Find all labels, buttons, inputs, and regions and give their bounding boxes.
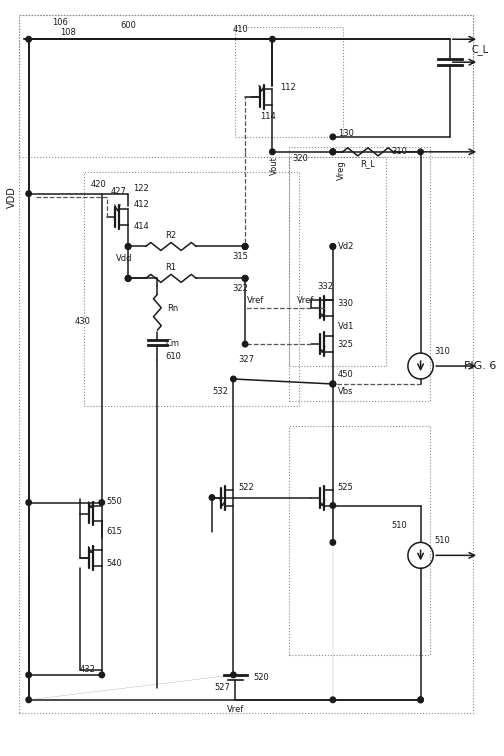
- Text: 325: 325: [338, 339, 354, 349]
- Circle shape: [26, 500, 31, 505]
- Circle shape: [418, 697, 423, 702]
- Circle shape: [231, 672, 236, 677]
- Text: Vref: Vref: [297, 296, 314, 305]
- Text: 510: 510: [391, 521, 407, 530]
- Text: Vd2: Vd2: [338, 242, 354, 251]
- Bar: [289, 156, 387, 366]
- Bar: [19, 15, 473, 156]
- Circle shape: [330, 243, 336, 249]
- Circle shape: [26, 697, 31, 702]
- Text: C_L: C_L: [471, 44, 488, 54]
- Text: 122: 122: [133, 184, 149, 194]
- Text: Vd1: Vd1: [338, 322, 354, 330]
- Bar: [235, 27, 343, 137]
- Circle shape: [242, 342, 248, 347]
- Circle shape: [270, 149, 275, 155]
- Text: 332: 332: [317, 282, 333, 291]
- Circle shape: [330, 381, 336, 387]
- Circle shape: [270, 36, 275, 42]
- Text: Vout: Vout: [270, 156, 279, 175]
- Text: 130: 130: [338, 129, 354, 138]
- Circle shape: [99, 500, 104, 505]
- Text: Cm: Cm: [166, 339, 180, 348]
- Circle shape: [330, 381, 336, 387]
- Text: 540: 540: [107, 559, 122, 568]
- Circle shape: [330, 134, 336, 140]
- Text: 427: 427: [110, 187, 127, 197]
- Text: 412: 412: [134, 200, 150, 209]
- Text: 525: 525: [338, 483, 353, 492]
- Text: Vref: Vref: [227, 705, 244, 714]
- Text: 310: 310: [434, 346, 450, 355]
- Text: 106: 106: [52, 18, 68, 26]
- Circle shape: [418, 697, 423, 702]
- Text: 320: 320: [292, 154, 308, 163]
- Circle shape: [330, 381, 336, 387]
- Text: 315: 315: [232, 252, 248, 261]
- Text: 322: 322: [232, 284, 248, 293]
- Text: Vbs: Vbs: [338, 387, 353, 396]
- Text: 112: 112: [280, 82, 296, 91]
- Circle shape: [330, 381, 336, 387]
- Text: Rn: Rn: [167, 304, 178, 313]
- Text: Vreg: Vreg: [337, 160, 346, 180]
- Circle shape: [242, 276, 248, 281]
- Circle shape: [26, 36, 31, 42]
- Text: 330: 330: [338, 299, 354, 308]
- Circle shape: [125, 243, 131, 249]
- Circle shape: [125, 276, 131, 281]
- Text: 610: 610: [165, 352, 181, 361]
- Text: R2: R2: [165, 231, 176, 240]
- Circle shape: [330, 697, 336, 702]
- Text: 510: 510: [434, 536, 450, 545]
- Circle shape: [330, 540, 336, 545]
- Circle shape: [26, 191, 31, 197]
- Text: 432: 432: [79, 665, 95, 674]
- Text: R_L: R_L: [360, 160, 375, 169]
- Text: 532: 532: [213, 387, 228, 396]
- Circle shape: [242, 276, 248, 281]
- Text: 414: 414: [134, 222, 150, 231]
- Circle shape: [125, 276, 131, 281]
- Text: 114: 114: [260, 113, 275, 122]
- Circle shape: [330, 149, 336, 155]
- Circle shape: [125, 276, 131, 281]
- Text: 310: 310: [391, 147, 407, 156]
- Text: 600: 600: [120, 21, 136, 29]
- Circle shape: [330, 149, 336, 155]
- Text: 522: 522: [238, 483, 254, 492]
- Text: 410: 410: [232, 25, 248, 34]
- Circle shape: [330, 243, 336, 249]
- Bar: [289, 147, 430, 401]
- Text: 615: 615: [107, 527, 122, 536]
- Text: 430: 430: [75, 317, 90, 326]
- Circle shape: [242, 276, 248, 281]
- Circle shape: [242, 243, 248, 249]
- Circle shape: [330, 503, 336, 508]
- Text: VDD: VDD: [7, 186, 17, 208]
- Text: Vdd: Vdd: [116, 254, 133, 263]
- Circle shape: [209, 494, 215, 500]
- Circle shape: [125, 243, 131, 249]
- Circle shape: [99, 672, 104, 677]
- Circle shape: [330, 149, 336, 155]
- Text: 520: 520: [253, 674, 269, 683]
- Text: 527: 527: [215, 683, 230, 692]
- Circle shape: [418, 149, 423, 155]
- Text: 327: 327: [238, 355, 255, 364]
- Circle shape: [242, 243, 248, 249]
- Bar: [84, 172, 299, 406]
- Text: 450: 450: [338, 370, 353, 379]
- Bar: [289, 426, 430, 655]
- Circle shape: [242, 243, 248, 249]
- Text: 108: 108: [60, 28, 76, 37]
- Text: R1: R1: [165, 263, 176, 272]
- Circle shape: [231, 376, 236, 382]
- Circle shape: [26, 672, 31, 677]
- Text: 420: 420: [91, 180, 107, 189]
- Text: FIG. 6: FIG. 6: [465, 361, 497, 371]
- Text: Vref: Vref: [247, 296, 265, 305]
- Text: 550: 550: [107, 497, 122, 506]
